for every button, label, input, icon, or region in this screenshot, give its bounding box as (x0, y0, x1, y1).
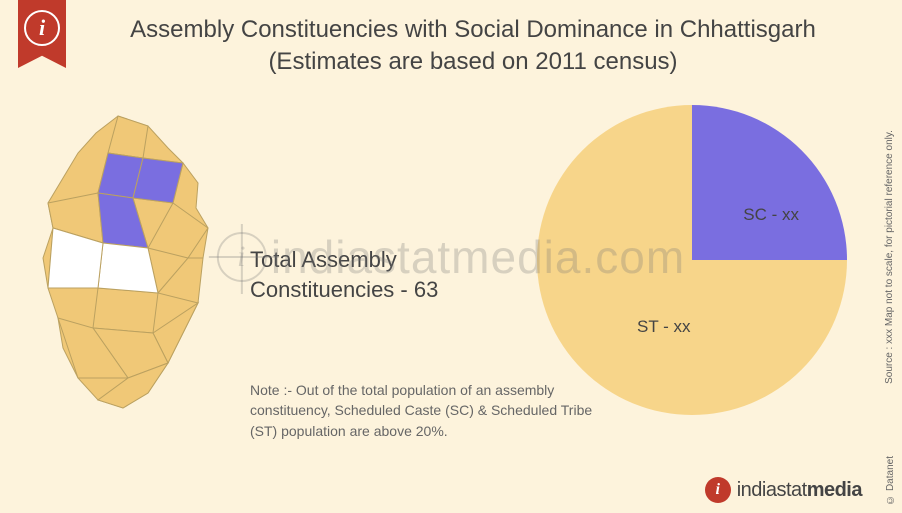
source-note: Source : xxx Map not to scale, for picto… (883, 130, 896, 384)
map-svg (8, 108, 238, 418)
footer-brand-text: indiastatmedia (737, 479, 862, 502)
center-line1: Total Assembly (250, 245, 438, 275)
page-title: Assembly Constituencies with Social Domi… (84, 14, 862, 79)
center-line2: Constituencies - 63 (250, 275, 438, 305)
footer-brand: i indiastatmedia (705, 477, 862, 503)
pie-label-st: ST - xx (637, 317, 691, 337)
brand-suffix: media (807, 479, 862, 501)
pie-label-sc: SC - xx (743, 205, 799, 225)
chhattisgarh-map (8, 108, 238, 418)
total-constituencies-label: Total Assembly Constituencies - 63 (250, 245, 438, 304)
pie-disc (537, 105, 847, 415)
copyright: © Datanet (885, 456, 896, 505)
info-icon: i (24, 10, 60, 46)
footer-info-icon: i (705, 477, 731, 503)
header-badge: i (18, 0, 66, 68)
brand-prefix: indiastat (737, 479, 807, 501)
pie-chart: SC - xx ST - xx (537, 105, 847, 415)
